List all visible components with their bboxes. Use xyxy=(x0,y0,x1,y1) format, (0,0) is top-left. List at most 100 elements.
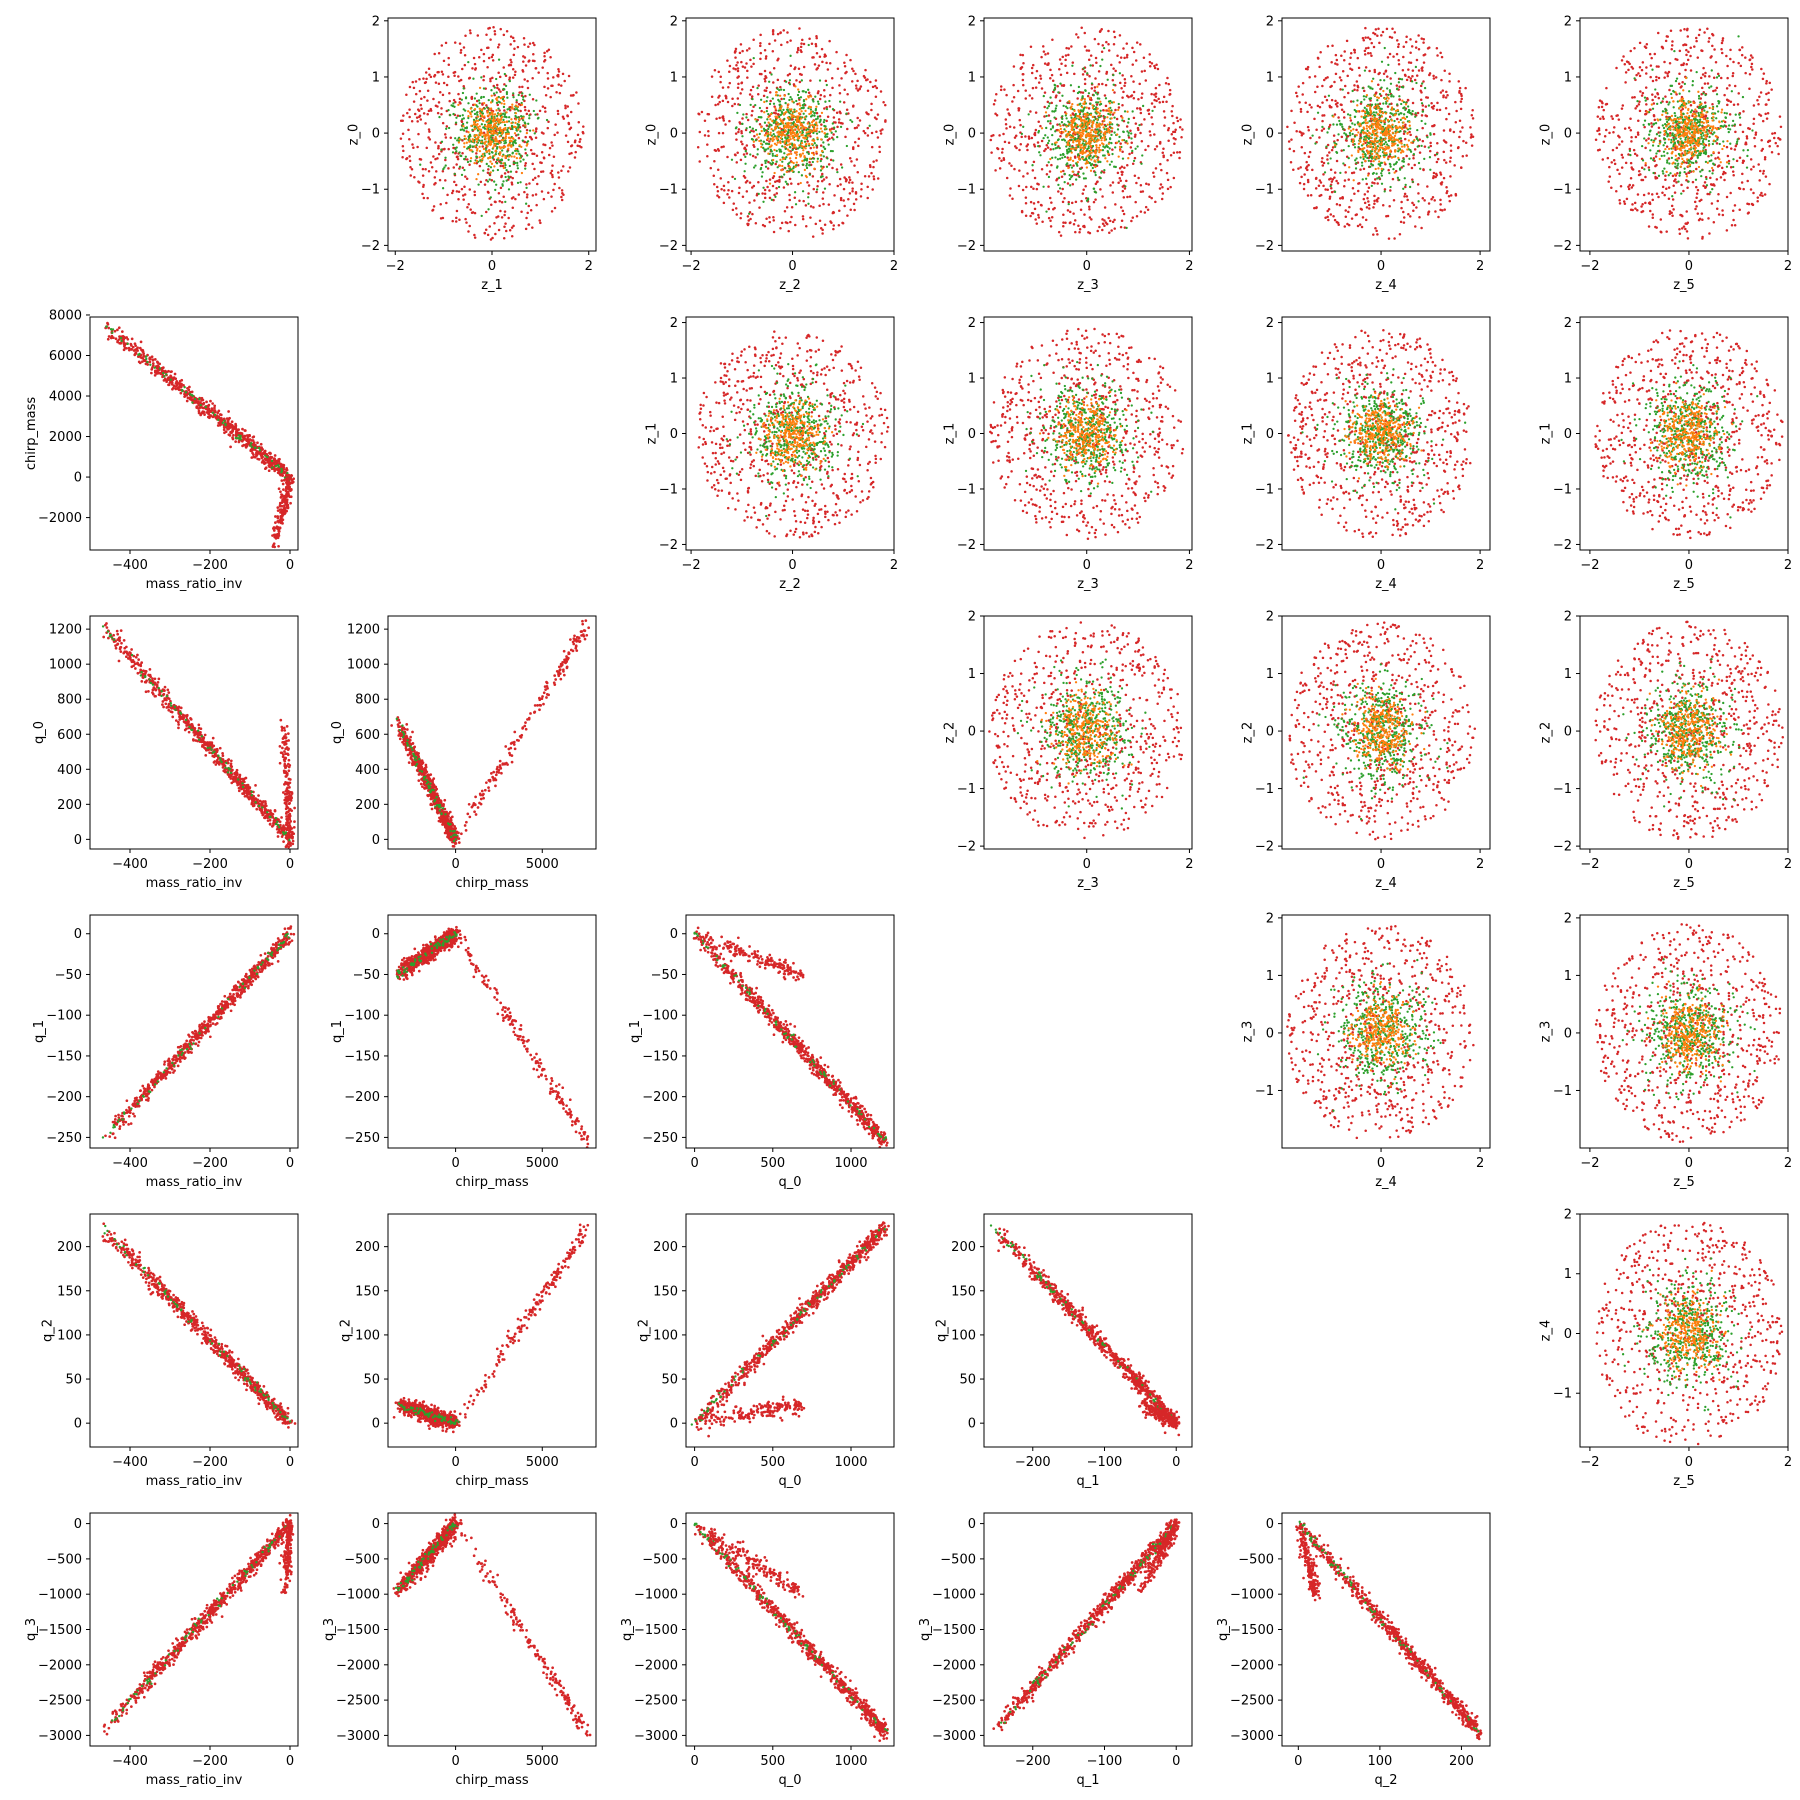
y-tick-label: −1 xyxy=(957,183,976,198)
data-point xyxy=(1306,178,1310,182)
data-point xyxy=(736,86,740,90)
data-point xyxy=(1018,169,1021,172)
data-point xyxy=(808,122,811,125)
data-point xyxy=(1307,155,1311,158)
data-point xyxy=(995,92,998,96)
data-point xyxy=(724,123,727,126)
data-point xyxy=(782,186,786,189)
data-point xyxy=(1143,69,1146,73)
data-point xyxy=(794,223,797,227)
data-point xyxy=(1460,97,1463,101)
data-point xyxy=(815,188,819,191)
data-point xyxy=(767,121,770,124)
data-point xyxy=(1075,144,1078,147)
data-point xyxy=(495,101,499,105)
data-point xyxy=(786,31,789,34)
data-point xyxy=(455,216,458,220)
data-point xyxy=(1328,151,1331,154)
data-point xyxy=(779,122,782,126)
data-point xyxy=(1119,149,1122,152)
data-point xyxy=(548,146,552,150)
data-point xyxy=(1110,160,1113,163)
data-point xyxy=(1083,102,1086,106)
data-point xyxy=(508,176,511,179)
data-point xyxy=(1323,95,1327,98)
data-point xyxy=(1096,158,1100,162)
data-point xyxy=(1398,233,1402,236)
data-point xyxy=(779,148,782,152)
data-point xyxy=(517,125,520,128)
data-point xyxy=(1042,94,1045,98)
data-point xyxy=(1113,218,1116,222)
data-point xyxy=(1064,54,1068,57)
data-point xyxy=(1426,185,1429,188)
data-point xyxy=(1029,110,1032,113)
data-point xyxy=(1379,94,1383,98)
data-point xyxy=(1110,133,1113,137)
data-point xyxy=(454,183,458,187)
data-point xyxy=(1113,111,1116,114)
data-point xyxy=(454,100,457,104)
data-point xyxy=(795,99,798,103)
data-point xyxy=(1402,210,1405,214)
data-point xyxy=(802,146,805,149)
data-point xyxy=(557,176,561,179)
data-point xyxy=(809,146,812,150)
data-point xyxy=(798,199,801,202)
data-point xyxy=(797,163,800,167)
y-tick-label: 1 xyxy=(968,70,976,85)
data-point xyxy=(486,190,490,194)
data-point xyxy=(1388,52,1392,56)
data-point xyxy=(768,178,772,181)
data-point xyxy=(510,181,514,184)
data-point xyxy=(1141,104,1145,108)
data-point xyxy=(715,185,719,189)
data-point xyxy=(1166,178,1170,182)
data-point xyxy=(1158,101,1161,104)
data-point xyxy=(810,142,814,146)
data-point xyxy=(561,115,565,118)
data-point xyxy=(1102,47,1106,50)
data-point xyxy=(1409,61,1413,65)
data-point xyxy=(533,152,536,156)
data-point xyxy=(491,151,494,154)
data-point xyxy=(1072,133,1075,137)
data-point xyxy=(1328,197,1332,200)
data-point xyxy=(785,170,788,174)
data-point xyxy=(784,180,787,183)
data-point xyxy=(798,102,801,105)
data-point xyxy=(1173,130,1177,134)
data-point xyxy=(759,142,763,145)
data-point xyxy=(1090,133,1093,137)
data-point xyxy=(515,107,519,111)
data-point xyxy=(496,168,500,172)
data-point xyxy=(471,128,474,132)
data-point xyxy=(766,137,769,141)
data-point xyxy=(433,176,437,179)
data-point xyxy=(773,148,776,152)
data-point xyxy=(1075,178,1078,181)
data-point xyxy=(818,115,822,118)
data-point xyxy=(502,33,506,37)
data-point xyxy=(1304,167,1308,170)
data-point xyxy=(543,55,546,58)
data-point xyxy=(1432,77,1436,80)
data-point xyxy=(805,131,808,134)
data-point xyxy=(821,172,824,176)
data-point xyxy=(1351,132,1354,136)
data-point xyxy=(493,200,497,203)
data-point xyxy=(1407,75,1410,79)
data-point xyxy=(544,110,547,113)
data-point xyxy=(567,74,571,78)
data-point xyxy=(489,155,492,158)
data-point xyxy=(485,104,488,107)
data-point xyxy=(836,184,840,188)
data-point xyxy=(1067,202,1070,206)
data-point xyxy=(1008,162,1011,165)
data-point xyxy=(519,109,522,113)
data-point xyxy=(1045,126,1048,130)
data-point xyxy=(762,140,765,143)
data-point xyxy=(1146,208,1150,212)
data-point xyxy=(505,169,508,172)
data-point xyxy=(1069,84,1073,87)
